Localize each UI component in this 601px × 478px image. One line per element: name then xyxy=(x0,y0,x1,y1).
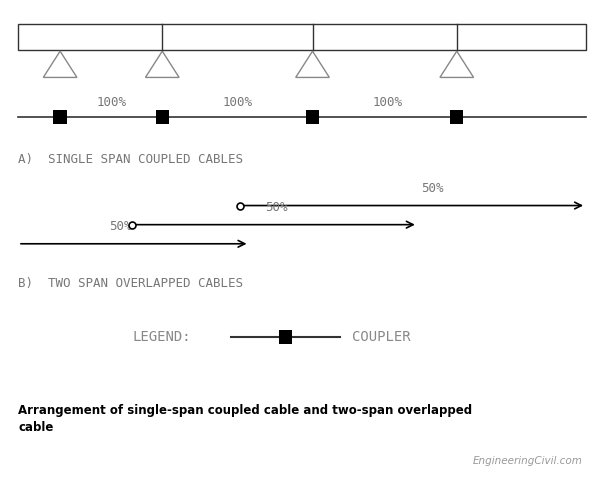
Polygon shape xyxy=(296,51,329,77)
Polygon shape xyxy=(145,51,179,77)
Text: COUPLER: COUPLER xyxy=(352,330,410,344)
Text: A)  SINGLE SPAN COUPLED CABLES: A) SINGLE SPAN COUPLED CABLES xyxy=(18,153,243,166)
Polygon shape xyxy=(43,51,77,77)
Bar xyxy=(156,110,169,124)
Text: Arrangement of single-span coupled cable and two-span overlapped
cable: Arrangement of single-span coupled cable… xyxy=(18,404,472,434)
Text: LEGEND:: LEGEND: xyxy=(132,330,191,344)
Bar xyxy=(450,110,463,124)
Bar xyxy=(18,24,586,50)
Text: EngineeringCivil.com: EngineeringCivil.com xyxy=(473,456,583,466)
Bar xyxy=(306,110,319,124)
Bar xyxy=(53,110,67,124)
Text: 50%: 50% xyxy=(421,182,444,195)
Text: 50%: 50% xyxy=(265,201,288,214)
Polygon shape xyxy=(440,51,474,77)
Bar xyxy=(279,330,292,344)
Text: 100%: 100% xyxy=(222,96,252,109)
Text: 100%: 100% xyxy=(96,96,126,109)
Text: 100%: 100% xyxy=(373,96,403,109)
Text: 50%: 50% xyxy=(109,220,132,233)
Text: B)  TWO SPAN OVERLAPPED CABLES: B) TWO SPAN OVERLAPPED CABLES xyxy=(18,277,243,290)
